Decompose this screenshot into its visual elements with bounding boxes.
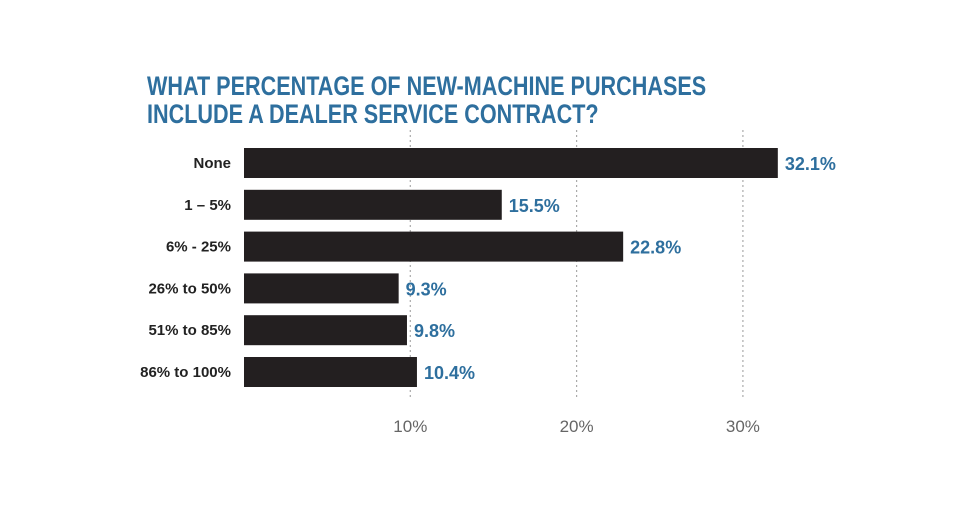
category-label: 6% - 25% [166,239,231,256]
x-tick-label: 30% [726,417,760,436]
value-label: 15.5% [509,196,560,216]
category-label: 1 – 5% [184,197,231,214]
category-label: None [194,155,232,172]
category-label: 51% to 85% [148,322,231,339]
value-label: 10.4% [424,363,475,383]
bar [244,273,399,304]
value-label: 9.3% [406,279,447,299]
bar [244,148,778,178]
chart-title-line-2: INCLUDE A DEALER SERVICE CONTRACT? [147,99,599,129]
bar [244,189,502,220]
category-label: 26% to 50% [148,280,231,297]
category-label: 86% to 100% [140,364,231,381]
bar [244,315,407,346]
x-tick-label: 10% [393,417,427,436]
bar [244,357,417,387]
value-label: 32.1% [785,154,836,174]
value-label: 22.8% [630,238,681,258]
value-label: 9.8% [414,321,455,341]
bar [244,231,624,262]
x-tick-label: 20% [560,417,594,436]
chart-title-line-1: WHAT PERCENTAGE OF NEW-MACHINE PURCHASES [147,71,707,101]
